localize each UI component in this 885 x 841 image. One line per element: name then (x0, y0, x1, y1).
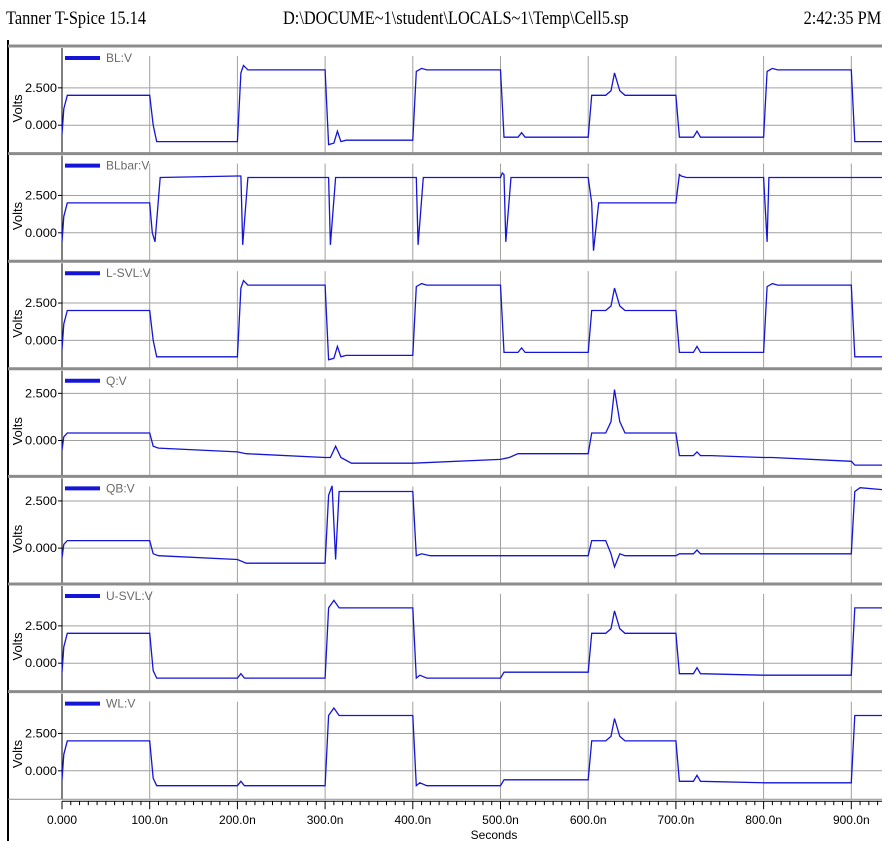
x-tick-label: 200.0n (219, 813, 256, 827)
x-tick-label: 900.0n (833, 813, 870, 827)
file-path: D:\DOCUME~1\student\LOCALS~1\Temp\Cell5.… (283, 8, 629, 29)
panel-4-ytick-label: 0.000 (25, 434, 57, 448)
x-tick-label: 100.0n (131, 813, 168, 827)
panel-6-ylabel: Volts (10, 632, 25, 661)
panel-3-legend-label: L-SVL:V (106, 266, 151, 280)
panel-1-ytick-label: 0.000 (25, 118, 57, 132)
x-tick-label: 0.000 (47, 813, 77, 827)
x-tick-label: 300.0n (307, 813, 344, 827)
panel-1-ylabel: Volts (10, 94, 25, 123)
clock-time: 2:42:35 PM (803, 8, 881, 29)
panel-2-trace (61, 171, 882, 251)
panel-3-ylabel: Volts (10, 309, 25, 338)
panel-4-legend-label: Q:V (106, 374, 127, 388)
app-title: Tanner T-Spice 15.14 (6, 8, 146, 29)
panel-1-legend-label: BL:V (106, 51, 132, 65)
panel-2-ytick-label: 2.500 (25, 188, 57, 202)
panel-6-legend-label: U-SVL:V (106, 589, 153, 603)
panel-4-ytick-label: 2.500 (25, 386, 57, 400)
x-tick-label: 500.0n (482, 813, 519, 827)
panel-3-ytick-label: 2.500 (25, 296, 57, 310)
x-tick-label: 400.0n (394, 813, 431, 827)
panel-2-ylabel: Volts (10, 201, 25, 230)
panel-6-ytick-label: 0.000 (25, 656, 57, 670)
panel-5-ytick-label: 0.000 (25, 541, 57, 555)
panel-7-legend-label: WL:V (106, 697, 135, 711)
x-tick-label: 800.0n (745, 813, 782, 827)
panel-4-trace (61, 389, 882, 466)
panel-2-legend-label: BLbar:V (106, 159, 149, 173)
panel-7-trace (61, 706, 882, 788)
panel-5-ytick-label: 2.500 (25, 494, 57, 508)
panel-1-ytick-label: 2.500 (25, 81, 57, 95)
panel-7-ytick-label: 2.500 (25, 726, 57, 740)
x-axis-title: Seconds (471, 828, 518, 841)
panel-7-ytick-label: 0.000 (25, 764, 57, 778)
panel-4-ylabel: Volts (10, 417, 25, 446)
window-header: Tanner T-Spice 15.14 D:\DOCUME~1\student… (0, 0, 885, 40)
panel-1-trace (61, 64, 882, 146)
panel-7-ylabel: Volts (10, 739, 25, 768)
panel-5-trace (61, 485, 883, 570)
panel-6-ytick-label: 2.500 (25, 619, 57, 633)
panel-3-trace (61, 279, 882, 361)
x-tick-label: 700.0n (658, 813, 695, 827)
x-tick-label: 600.0n (570, 813, 607, 827)
panel-5-legend-label: QB:V (106, 481, 135, 495)
panel-3-ytick-label: 0.000 (25, 333, 57, 347)
panel-2-ytick-label: 0.000 (25, 226, 57, 240)
panel-5-ylabel: Volts (10, 524, 25, 553)
panel-6-trace (61, 599, 882, 680)
